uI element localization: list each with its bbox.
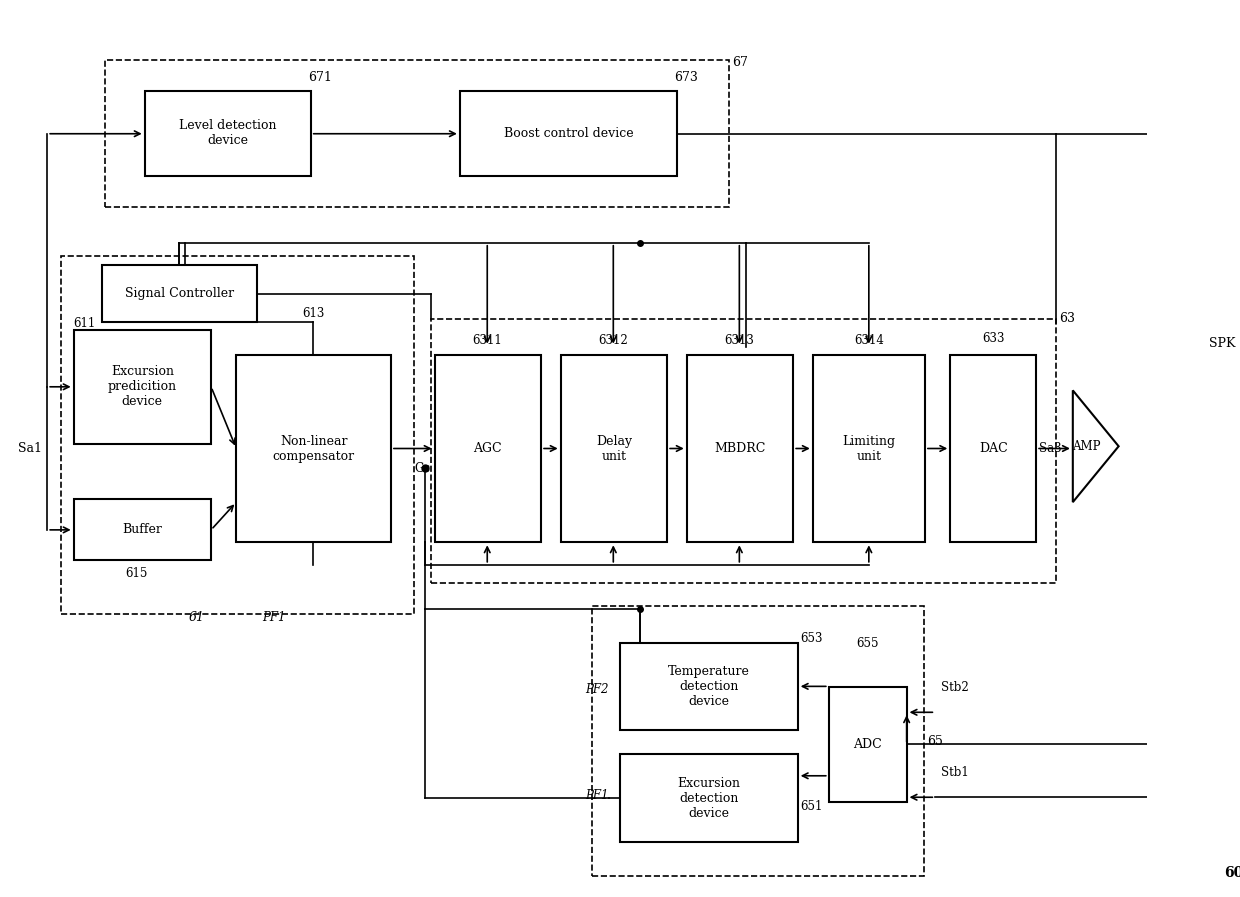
Text: 633: 633 [982,332,1004,344]
Text: 602: 602 [1225,867,1240,880]
Text: Sa3: Sa3 [1039,442,1061,455]
Text: Boost control device: Boost control device [503,126,634,140]
Text: Buffer: Buffer [123,523,162,536]
Text: 655: 655 [857,637,879,649]
Text: Non-linear
compensator: Non-linear compensator [273,434,355,463]
Text: 673: 673 [675,71,698,84]
Text: 651: 651 [800,800,822,813]
Text: 63: 63 [1059,312,1075,326]
Text: 6311: 6311 [472,334,502,346]
Text: Excursion
detection
device: Excursion detection device [677,777,740,820]
Text: 6314: 6314 [854,334,884,346]
Text: Sa1: Sa1 [19,442,42,455]
Bar [104,59,729,207]
Text: 6313: 6313 [724,334,754,346]
Bar [102,266,257,321]
Text: 65: 65 [928,736,944,748]
Text: DAC: DAC [978,442,1008,455]
Bar [828,687,906,802]
Bar [432,318,1055,583]
Text: Limiting
unit: Limiting unit [842,434,895,463]
Bar [145,91,311,176]
Text: Excursion
predicition
device: Excursion predicition device [108,365,177,408]
Bar [687,354,794,543]
Bar [620,642,797,730]
Text: 611: 611 [73,317,95,330]
Text: 653: 653 [800,631,822,645]
Bar [73,329,211,444]
Bar [620,754,797,842]
Bar [434,354,541,543]
Text: Delay
unit: Delay unit [595,434,632,463]
Text: AMP: AMP [1073,440,1101,453]
Text: PF1: PF1 [585,789,609,802]
Text: Gc: Gc [414,462,430,475]
Text: 67: 67 [733,56,749,69]
Bar [460,91,677,176]
Bar [560,354,667,543]
Text: 613: 613 [301,307,325,319]
Text: MBDRC: MBDRC [714,442,765,455]
Bar [61,257,414,614]
Bar [1171,408,1195,489]
Text: 61: 61 [188,611,205,624]
Text: AGC: AGC [474,442,502,455]
Bar [237,354,391,543]
Text: ADC: ADC [853,738,882,751]
Text: Stb2: Stb2 [941,681,968,693]
Text: 671: 671 [309,71,332,84]
Text: PF2: PF2 [585,684,609,696]
Text: Level detection
device: Level detection device [179,119,277,147]
Text: SPK: SPK [1209,337,1235,350]
Bar [591,605,924,876]
Text: 6312: 6312 [599,334,629,346]
Bar [812,354,925,543]
Bar [950,354,1037,543]
Text: Stb1: Stb1 [941,766,968,779]
Text: PF1: PF1 [263,611,286,624]
Text: Signal Controller: Signal Controller [125,287,234,300]
Text: 615: 615 [125,567,148,579]
Text: Temperature
detection
device: Temperature detection device [668,665,750,708]
Bar [73,500,211,561]
